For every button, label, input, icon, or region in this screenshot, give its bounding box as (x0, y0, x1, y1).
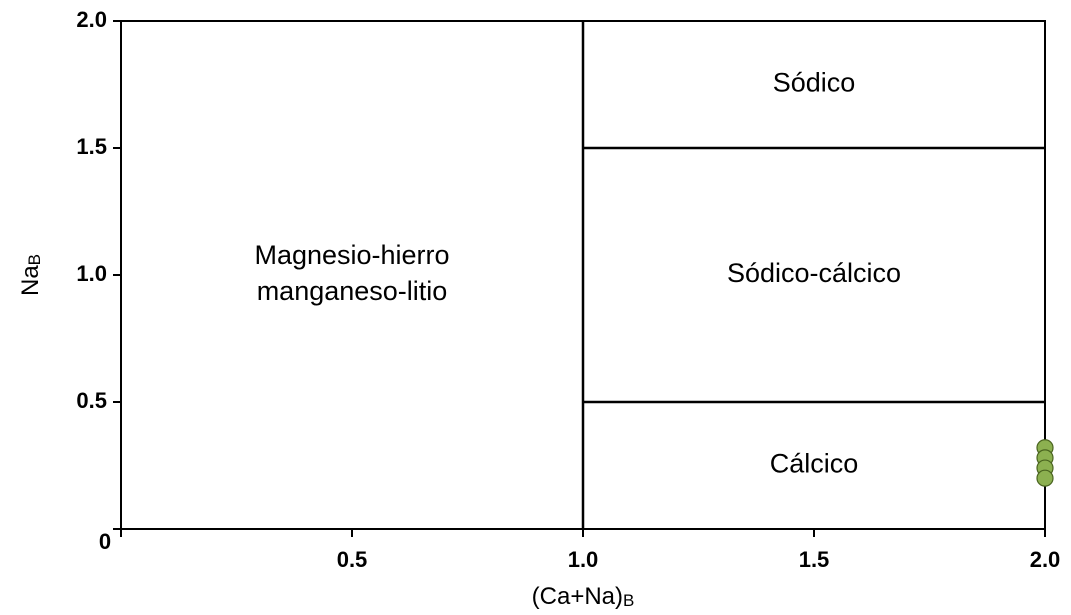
region-label: Sódico-cálcico (727, 258, 901, 288)
x-tick-label: 1.5 (799, 547, 830, 572)
x-tick-label: 2.0 (1030, 547, 1061, 572)
region-label: Cálcico (770, 449, 859, 479)
y-tick-label: 2.0 (76, 7, 107, 32)
region-label: manganeso-litio (257, 276, 448, 306)
x-tick-label: 1.0 (568, 547, 599, 572)
x-axis-label: (Ca+Na)B (532, 583, 635, 610)
x-tick-label: 0.5 (337, 547, 368, 572)
x-tick-label: 0 (99, 529, 111, 554)
y-tick-label: 1.0 (76, 261, 107, 286)
y-tick-label: 0.5 (76, 388, 107, 413)
region-label: Sódico (773, 68, 856, 98)
data-point (1036, 469, 1054, 487)
y-axis-label: NaB (17, 254, 44, 296)
y-tick-label: 1.5 (76, 134, 107, 159)
region-label: Magnesio-hierro (254, 240, 449, 270)
